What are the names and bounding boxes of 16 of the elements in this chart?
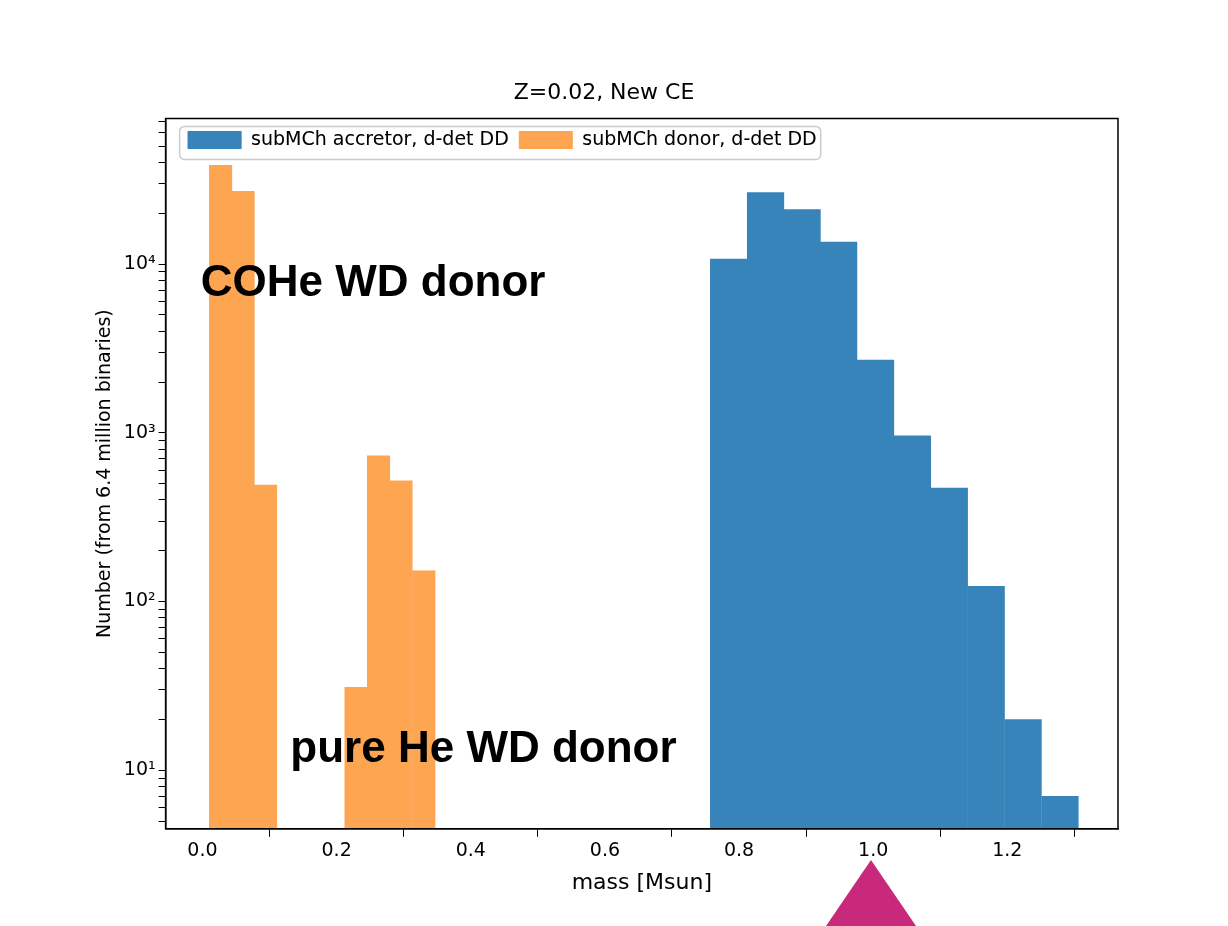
x-tick-label: 1.0 (858, 838, 889, 861)
y-axis-title: Number (from 6.4 million binaries) (92, 309, 115, 638)
x-tick-label: 0.4 (455, 838, 486, 861)
y-tick-label: 10¹ (123, 757, 156, 780)
legend-label: subMCh accretor, d-det DD (251, 126, 509, 149)
y-tick-label: 10² (123, 588, 156, 611)
y-tick-label: 10⁴ (123, 251, 156, 274)
x-tick-label: 0.2 (321, 838, 352, 861)
x-tick-label: 0.6 (589, 838, 621, 861)
x-tick-label: 0.8 (723, 838, 755, 861)
chart-title: Z=0.02, New CE (513, 78, 695, 104)
legend-label: subMCh donor, d-det DD (582, 126, 817, 149)
x-tick-label: 0.0 (187, 838, 218, 861)
x-axis-title: mass [Msun] (571, 868, 712, 894)
y-tick-label: 10³ (123, 419, 156, 442)
x-tick-label: 1.2 (992, 838, 1023, 861)
